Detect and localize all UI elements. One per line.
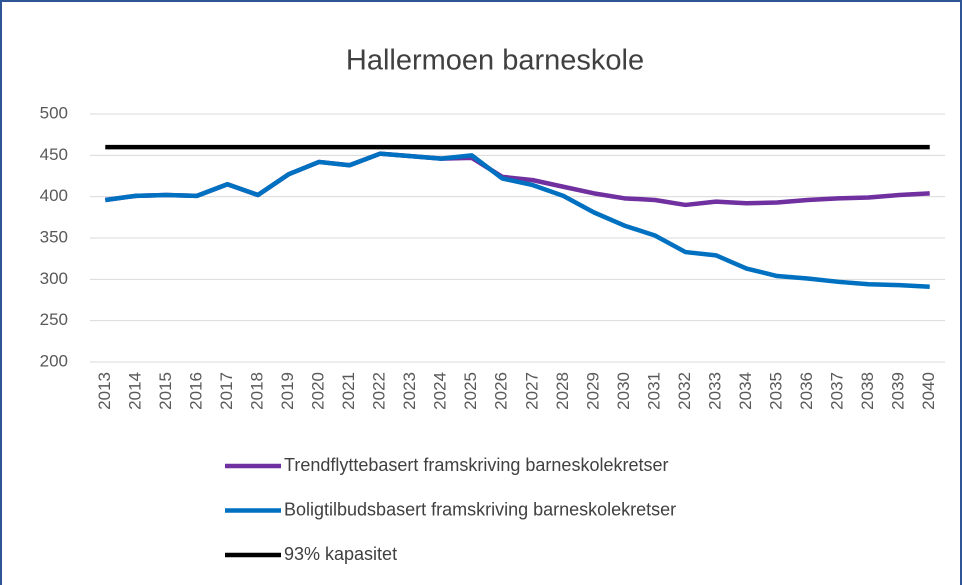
chart-title: Hallermoen barneskole: [346, 45, 644, 77]
x-tick-label: 2016: [186, 372, 205, 410]
x-tick-label: 2021: [339, 372, 358, 410]
x-tick-label: 2019: [278, 372, 297, 410]
x-tick-label: 2022: [370, 372, 389, 410]
x-tick-label: 2026: [492, 372, 511, 410]
x-tick-label: 2028: [553, 372, 572, 410]
x-tick-label: 2013: [95, 372, 114, 410]
x-tick-label: 2014: [125, 372, 144, 410]
y-tick-label: 300: [40, 269, 68, 288]
x-tick-label: 2015: [156, 372, 175, 410]
y-tick-label: 400: [40, 186, 68, 205]
x-tick-label: 2024: [431, 372, 450, 410]
x-tick-label: 2030: [614, 372, 633, 410]
legend-label: 93% kapasitet: [284, 544, 397, 564]
y-tick-label: 200: [40, 351, 68, 370]
x-tick-label: 2018: [247, 372, 266, 410]
legend-label: Boligtilbudsbasert framskriving barnesko…: [284, 499, 676, 519]
x-tick-label: 2039: [889, 372, 908, 410]
x-tick-label: 2036: [797, 372, 816, 410]
x-tick-label: 2031: [644, 372, 663, 410]
y-tick-label: 250: [40, 310, 68, 329]
x-tick-label: 2027: [522, 372, 541, 410]
x-tick-label: 2032: [675, 372, 694, 410]
x-tick-label: 2037: [828, 372, 847, 410]
x-tick-label: 2025: [461, 372, 480, 410]
x-tick-label: 2033: [705, 372, 724, 410]
x-tick-label: 2020: [309, 372, 328, 410]
x-tick-label: 2023: [400, 372, 419, 410]
x-tick-label: 2035: [767, 372, 786, 410]
x-tick-label: 2017: [217, 372, 236, 410]
series-line: [104, 151, 930, 290]
x-tick-label: 2040: [919, 372, 938, 410]
y-tick-label: 350: [40, 227, 68, 246]
x-tick-label: 2034: [736, 372, 755, 410]
legend-label: Trendflyttebasert framskriving barneskol…: [284, 455, 668, 475]
x-tick-label: 2038: [858, 372, 877, 410]
y-tick-label: 450: [40, 145, 68, 164]
y-tick-label: 500: [40, 103, 68, 122]
x-tick-label: 2029: [583, 372, 602, 410]
